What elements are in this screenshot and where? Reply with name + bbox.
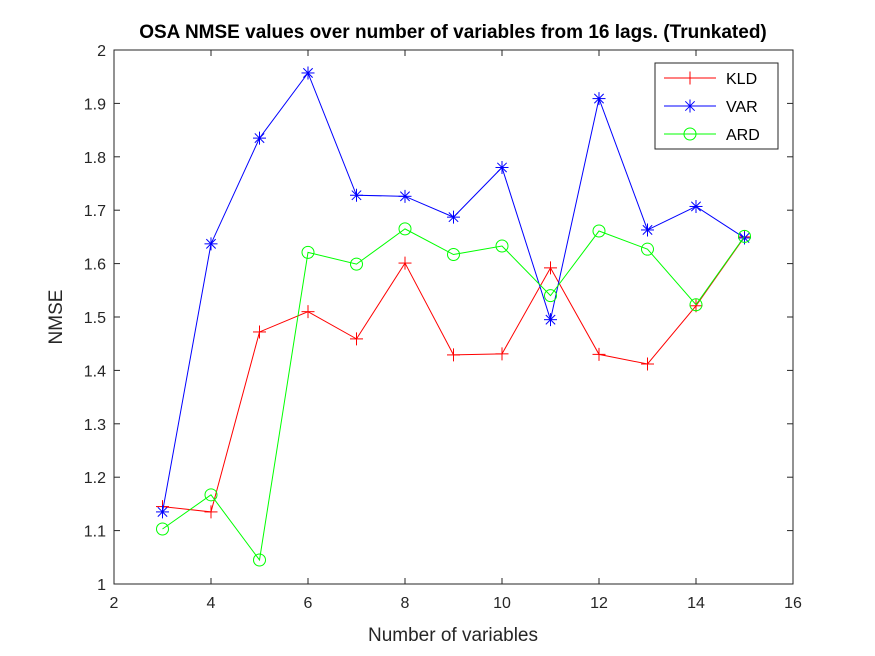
- series-line-ard: [162, 228, 745, 562]
- data-point-ard: [447, 248, 460, 262]
- data-point-ard: [495, 239, 509, 253]
- data-point-var: [592, 92, 606, 106]
- x-axis-label: Number of variables: [368, 625, 538, 646]
- data-point-var: [544, 313, 557, 327]
- y-tick-label: 1.8: [84, 150, 106, 167]
- data-point-kld: [350, 332, 363, 346]
- legend-label-ard: ARD: [726, 127, 760, 144]
- data-point-kld: [544, 261, 557, 275]
- x-axis-ticks: 2 4 6 8 10 12 14 16: [110, 50, 802, 612]
- data-point-kld: [253, 325, 266, 339]
- data-point-ard: [544, 289, 557, 303]
- y-axis-ticks: 1 1.1 1.2 1.3 1.4 1.5 1.6 1.7 1.8 1.9 2: [84, 43, 793, 594]
- y-tick-label: 1.3: [84, 417, 106, 434]
- legend-marker-kld: [683, 71, 697, 85]
- data-point-ard: [641, 242, 654, 256]
- y-tick-label: 1: [97, 577, 106, 594]
- legend-marker-var: [683, 99, 697, 113]
- data-point-var: [204, 237, 218, 251]
- y-tick-label: 1.2: [84, 470, 106, 487]
- chart-title: OSA NMSE values over number of variables…: [139, 22, 767, 43]
- data-point-ard: [253, 553, 266, 567]
- y-tick-label: 1.7: [84, 203, 106, 220]
- data-point-kld: [447, 348, 460, 362]
- data-point-var: [447, 210, 460, 224]
- data-point-ard: [738, 229, 751, 243]
- legend-label-kld: KLD: [726, 71, 757, 88]
- data-point-var: [253, 131, 266, 145]
- y-axis-label: NMSE: [46, 290, 67, 345]
- data-point-ard: [350, 257, 363, 271]
- data-point-ard: [204, 488, 218, 502]
- legend-marker-ard: [683, 127, 697, 141]
- series-layer: [156, 66, 751, 567]
- data-point-kld: [592, 347, 606, 361]
- x-tick-label: 14: [687, 595, 705, 612]
- x-tick-label: 12: [590, 595, 608, 612]
- x-tick-label: 2: [110, 595, 119, 612]
- legend-label-var: VAR: [726, 99, 758, 116]
- y-tick-label: 1.6: [84, 257, 106, 274]
- data-point-var: [350, 188, 363, 202]
- data-point-ard: [689, 298, 703, 312]
- y-tick-label: 1.5: [84, 310, 106, 327]
- data-point-kld: [301, 305, 315, 319]
- data-point-kld: [641, 357, 654, 371]
- data-point-var: [495, 160, 509, 174]
- data-point-ard: [398, 222, 412, 236]
- data-point-ard: [301, 245, 315, 259]
- data-point-ard: [156, 522, 169, 536]
- data-point-var: [301, 66, 315, 80]
- x-tick-label: 4: [207, 595, 216, 612]
- x-tick-label: 10: [493, 595, 511, 612]
- data-point-ard: [592, 224, 606, 238]
- data-point-var: [689, 199, 703, 213]
- y-tick-label: 1.1: [84, 524, 106, 541]
- y-tick-label: 2: [97, 43, 106, 60]
- x-tick-label: 8: [401, 595, 410, 612]
- x-tick-label: 16: [784, 595, 802, 612]
- y-tick-label: 1.4: [84, 363, 106, 380]
- y-tick-label: 1.9: [84, 96, 106, 113]
- data-point-kld: [204, 505, 218, 519]
- data-point-kld: [398, 256, 412, 270]
- data-point-kld: [689, 299, 703, 313]
- data-point-var: [156, 505, 169, 519]
- data-point-var: [398, 189, 412, 203]
- data-point-kld: [495, 347, 509, 361]
- x-tick-label: 6: [304, 595, 313, 612]
- legend: KLD VAR ARD: [654, 62, 779, 150]
- data-point-var: [641, 223, 654, 237]
